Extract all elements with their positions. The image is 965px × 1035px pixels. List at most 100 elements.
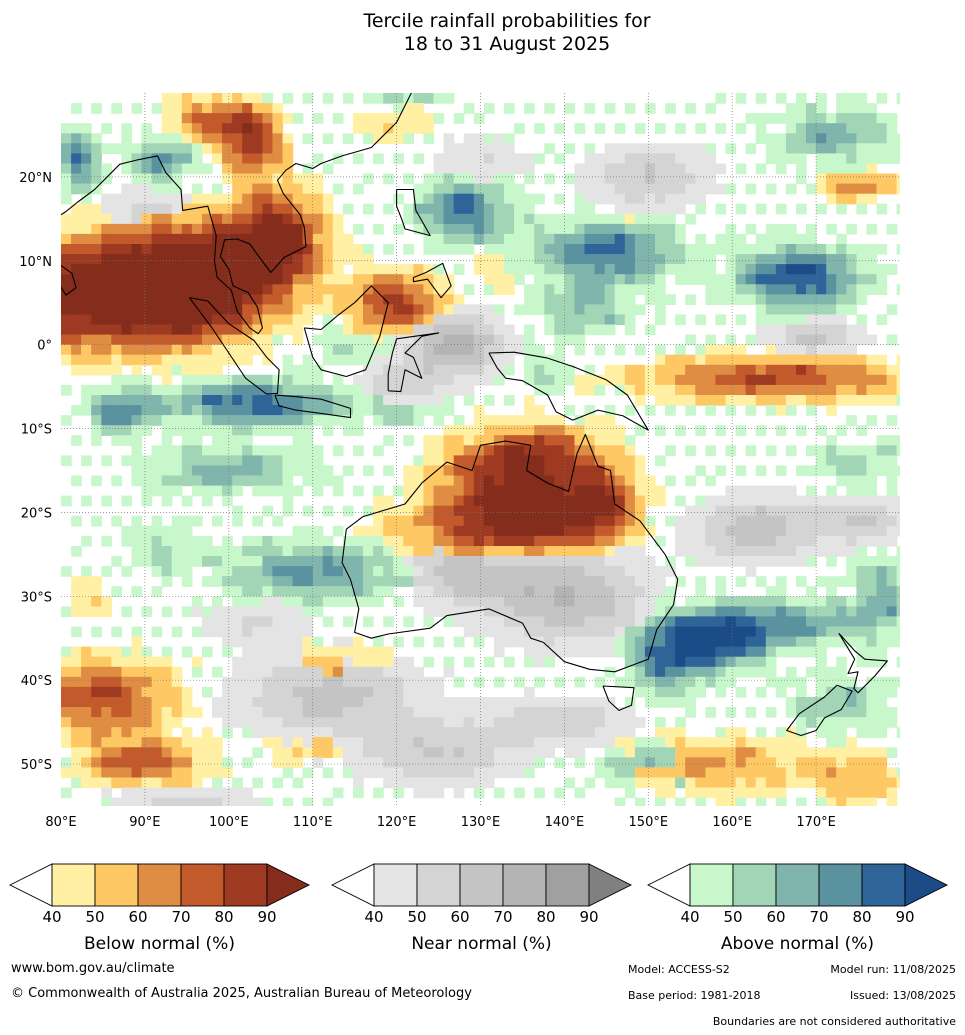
probability-cell [171,405,183,416]
probability-cell [81,294,92,305]
probability-cell [383,676,394,688]
probability-cell [755,93,767,104]
probability-cell [202,163,213,175]
probability-cell [524,163,535,175]
probability-cell [493,707,505,718]
probability-cell [765,445,777,456]
probability-cell [282,395,294,406]
probability-cell [826,777,837,789]
probability-cell [755,264,767,275]
probability-cell [101,314,112,326]
probability-cell [775,515,787,527]
probability-cell [514,334,525,346]
probability-cell [594,183,606,195]
probability-cell [373,445,384,456]
probability-cell [232,294,243,305]
probability-cell [453,586,465,597]
probability-cell [302,384,314,396]
probability-cell [594,425,606,436]
probability-cell [353,425,364,436]
probability-cell [393,787,404,799]
probability-cell [131,364,143,376]
probability-cell [433,737,445,748]
probability-cell [544,656,555,668]
probability-cell [846,546,857,557]
probability-cell [574,223,586,235]
probability-cell [896,244,900,255]
probability-cell [604,495,616,507]
probability-cell [121,787,133,799]
probability-cell [61,244,72,255]
probability-cell [836,113,847,124]
probability-cell [71,676,82,688]
probability-cell [604,515,616,527]
probability-cell [282,797,294,806]
probability-cell [604,213,616,225]
colorbar-tick: 40 [364,908,383,926]
probability-cell [292,737,304,748]
website-url[interactable]: www.bom.gov.au/climate [11,961,175,976]
probability-cell [71,284,82,295]
probability-cell [161,566,173,577]
probability-cell [141,354,153,366]
probability-cell [886,556,898,567]
probability-cell [685,596,696,607]
probability-cell [634,485,646,497]
probability-cell [524,103,535,114]
probability-cell [584,707,596,718]
probability-cell [61,686,72,698]
probability-cell [131,707,143,718]
probability-cell [453,576,465,587]
probability-cell [61,495,72,507]
probability-cell [353,686,364,698]
probability-cell [232,93,243,104]
probability-cell [624,213,636,225]
probability-cell [212,364,223,376]
probability-cell [332,113,344,124]
probability-cell [614,294,626,305]
probability-cell [564,606,576,618]
probability-cell [544,737,555,748]
probability-cell [413,767,425,779]
probability-cell [564,525,576,537]
probability-cell [655,646,666,658]
probability-cell [222,314,233,326]
probability-cell [222,284,233,295]
probability-cell [504,475,515,487]
probability-cell [423,93,435,104]
probability-cell [322,133,334,144]
probability-cell [665,213,676,225]
probability-cell [483,163,495,175]
probability-cell [604,546,616,557]
probability-cell [191,274,203,285]
probability-cell [765,405,777,416]
probability-cell [423,656,435,668]
probability-cell [856,787,868,799]
probability-cell [403,757,414,768]
probability-cell [866,596,878,607]
probability-cell [765,113,777,124]
probability-cell [685,384,696,396]
probability-cell [775,576,787,587]
probability-cell [393,334,404,346]
probability-cell [665,395,676,406]
probability-cell [655,686,666,698]
probability-cell [302,707,314,718]
probability-cell [463,697,475,708]
probability-cell [131,334,143,346]
probability-cell [212,606,223,618]
colorbar-segment [373,863,418,907]
probability-cell [624,525,636,537]
probability-cell [121,354,133,366]
probability-cell [141,697,153,708]
probability-cell [403,203,414,215]
probability-cell [383,344,394,356]
probability-cell [91,384,102,396]
probability-cell [574,475,586,487]
probability-cell [755,274,767,285]
probability-cell [634,264,646,275]
probability-cell [383,747,394,758]
probability-cell [252,445,263,456]
probability-cell [332,354,344,366]
probability-cell [785,535,797,547]
